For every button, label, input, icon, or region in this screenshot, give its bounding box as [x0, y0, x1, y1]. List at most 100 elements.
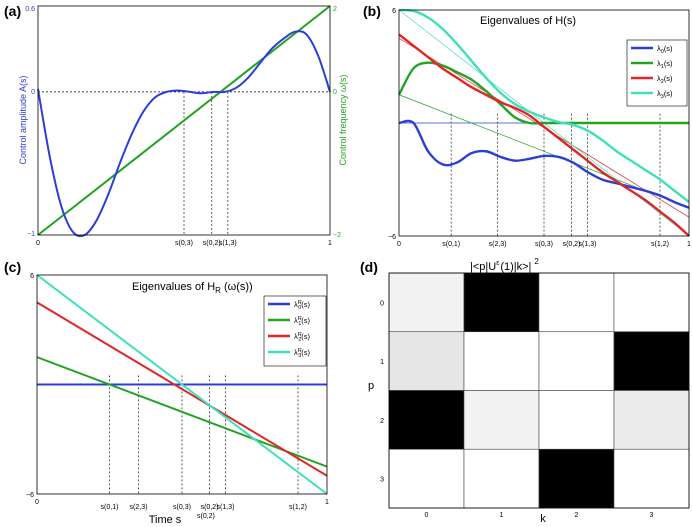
panel-d-frame [388, 272, 690, 509]
panel-d-y-tick-0: 0 [380, 300, 384, 307]
panel-b-series-1 [397, 61, 689, 125]
panel-b-label: (b) [363, 3, 381, 19]
panel-d-title-text: |<p|U [470, 261, 496, 273]
panel-b-x-tick-0: 0 [397, 241, 401, 248]
panel-d-cell-3-2 [538, 448, 615, 509]
panel-c-label: (c) [4, 259, 21, 275]
panel-d-cell-3-1 [463, 448, 540, 509]
panel-d-cell-2-0 [388, 390, 465, 450]
panel-c-marker-label-4: s(1,3) [217, 504, 235, 511]
panel-a: (a) s(0,3) s(0,2)s(1,3) 0.6 0 −1 2 0 −2 0… [4, 3, 348, 247]
panel-d-cell-2-3 [613, 390, 690, 450]
panel-c-series-3 [36, 274, 328, 495]
panel-c-marker-label-5: s(1,2) [289, 504, 307, 511]
panel-b-y-tick-bottom: −6 [388, 234, 396, 241]
panel-a-series-frequency [37, 5, 331, 236]
panel-d-cell-3-0 [388, 448, 465, 509]
panel-a-left-tick-bottom: −1 [27, 231, 35, 238]
panel-d-cell-0-0 [388, 272, 465, 333]
panel-d-cell-2-1 [463, 390, 540, 450]
panel-b-title: Eigenvalues of H(s) [480, 15, 576, 27]
panel-a-label: (a) [4, 3, 21, 19]
panel-b-marker-label-1: s(2,3) [489, 241, 507, 248]
panel-b-legend-box [626, 39, 688, 107]
panel-a-right-tick-zero: 0 [333, 89, 337, 96]
panel-c-title: Eigenvalues of HR (ω(s)) [132, 281, 253, 295]
panel-d-ylabel: p [368, 380, 374, 392]
panel-b-marker-label-0: s(0,1) [442, 241, 460, 248]
panel-c-marker-label-1: s(2,3) [130, 504, 148, 511]
panel-a-plot: s(0,3) s(0,2)s(1,3) [37, 5, 331, 247]
panel-a-left-tick-zero: 0 [31, 89, 35, 96]
panel-b-marker-label-5: s(1,2) [651, 241, 669, 248]
panel-d-cell-0-1 [463, 272, 540, 333]
panel-b-marker-label-3: s(0,2) [563, 241, 581, 248]
panel-c-title-sub: R [215, 286, 221, 295]
panel-d-cell-1-3 [613, 331, 690, 391]
panel-a-left-tick-top: 0.6 [25, 6, 35, 13]
panel-d-cell-2-2 [538, 390, 615, 450]
panel-d-y-tick-2: 2 [380, 418, 384, 425]
panel-a-right-tick-top: 2 [333, 6, 337, 13]
panel-d-x-tick-2: 2 [575, 512, 579, 519]
panel-d-cell-3-3 [613, 448, 690, 509]
panel-c-legend-label-2: λR 2(s) [294, 332, 311, 343]
panel-b-series-0 [398, 119, 690, 209]
panel-c-plot: s(0,1) s(2,3) s(0,3) s(0,2)s(1,3) s(1,2) s(0,… [36, 274, 328, 520]
panel-c-series-1 [36, 356, 328, 468]
panel-d-cell-1-2 [538, 331, 615, 391]
panel-a-x-tick-0: 0 [36, 240, 40, 247]
panel-a-marker-label-0: s(0,3) [175, 240, 193, 247]
panel-a-marker-label-2: s(1,3) [219, 240, 237, 247]
panel-c-legend: λR 0(s) λR 1(s) λR 2(s) λR 3(s) [263, 295, 327, 367]
panel-c-legend-label-0: λR 0(s) [294, 300, 311, 311]
panel-d-title-sup: ε [496, 260, 499, 267]
panel-d-x-tick-3: 3 [650, 512, 654, 519]
panel-d-cell-1-0 [388, 331, 465, 391]
panel-c-marker-label-0: s(0,1) [101, 504, 119, 511]
panel-c-marker-label-2: s(0,3) [173, 504, 191, 511]
panel-c-legend-box [263, 295, 327, 367]
panel-d-title-tail: (1)|k>| [500, 261, 531, 273]
panel-b-frame [398, 9, 690, 237]
panel-b-legend-label-0: λ0(s) [657, 44, 673, 55]
panel-c-series-2 [36, 301, 328, 477]
panel-c-xlabel: Time s [149, 514, 182, 526]
panel-d-label: (d) [360, 259, 378, 275]
panel-c-y-tick-bottom: −6 [26, 492, 34, 499]
panel-a-right-tick-bottom: −2 [333, 232, 341, 239]
panel-a-ylabel-left: Control amplitude A(s) [18, 75, 28, 164]
panel-b-legend-label-2: λ2(s) [657, 74, 673, 85]
panel-c-legend-label-3: λR 3(s) [294, 348, 311, 359]
panel-b-legend-label-1: λ1(s) [657, 59, 673, 70]
panel-d-plot: 0 1 2 3 0 1 2 3 [380, 272, 690, 519]
panel-a-x-tick-1: 1 [328, 240, 332, 247]
panel-c-title-text: Eigenvalues of H [132, 281, 215, 293]
panel-a-frame [37, 5, 331, 236]
panel-b-legend-label-3: λ3(s) [657, 89, 673, 100]
panel-d-cell-1-1 [463, 331, 540, 391]
panel-c-title-tail: (ω(s)) [224, 281, 253, 293]
panel-d-title-power: 2 [534, 257, 539, 266]
panel-d-x-tick-0: 0 [425, 512, 429, 519]
panel-b-x-tick-1: 1 [687, 241, 691, 248]
panel-b-y-tick-top: 6 [392, 8, 396, 15]
panel-c-marker-label-3: s(0,2) [201, 504, 219, 511]
panel-c-x-tick-1: 1 [325, 499, 329, 506]
panel-d-title: |<p|Uε(1)|k>| 2 [470, 257, 539, 273]
panel-a-ylabel-right: Control frequency ω(s) [338, 74, 348, 165]
panel-d-x-tick-1: 1 [500, 512, 504, 519]
panel-c-frame [36, 274, 328, 495]
panel-b-marker-label-2: s(0,3) [535, 241, 553, 248]
panel-b-series-3 [398, 8, 690, 204]
panel-d-xlabel: k [540, 513, 546, 525]
panel-b-series-2 [398, 33, 690, 237]
panel-d-y-tick-3: 3 [380, 477, 384, 484]
panel-c-xlabel-superscript: s(0,2) [197, 513, 215, 520]
panel-d-y-tick-1: 1 [380, 359, 384, 366]
panel-c-legend-label-1: λR 1(s) [294, 316, 311, 327]
panel-a-marker-label-1: s(0,2) [203, 240, 221, 247]
panel-b-plot: s(0,1) s(2,3) s(0,3) s(0,2)s(1,3) s(1,2) [397, 8, 690, 248]
